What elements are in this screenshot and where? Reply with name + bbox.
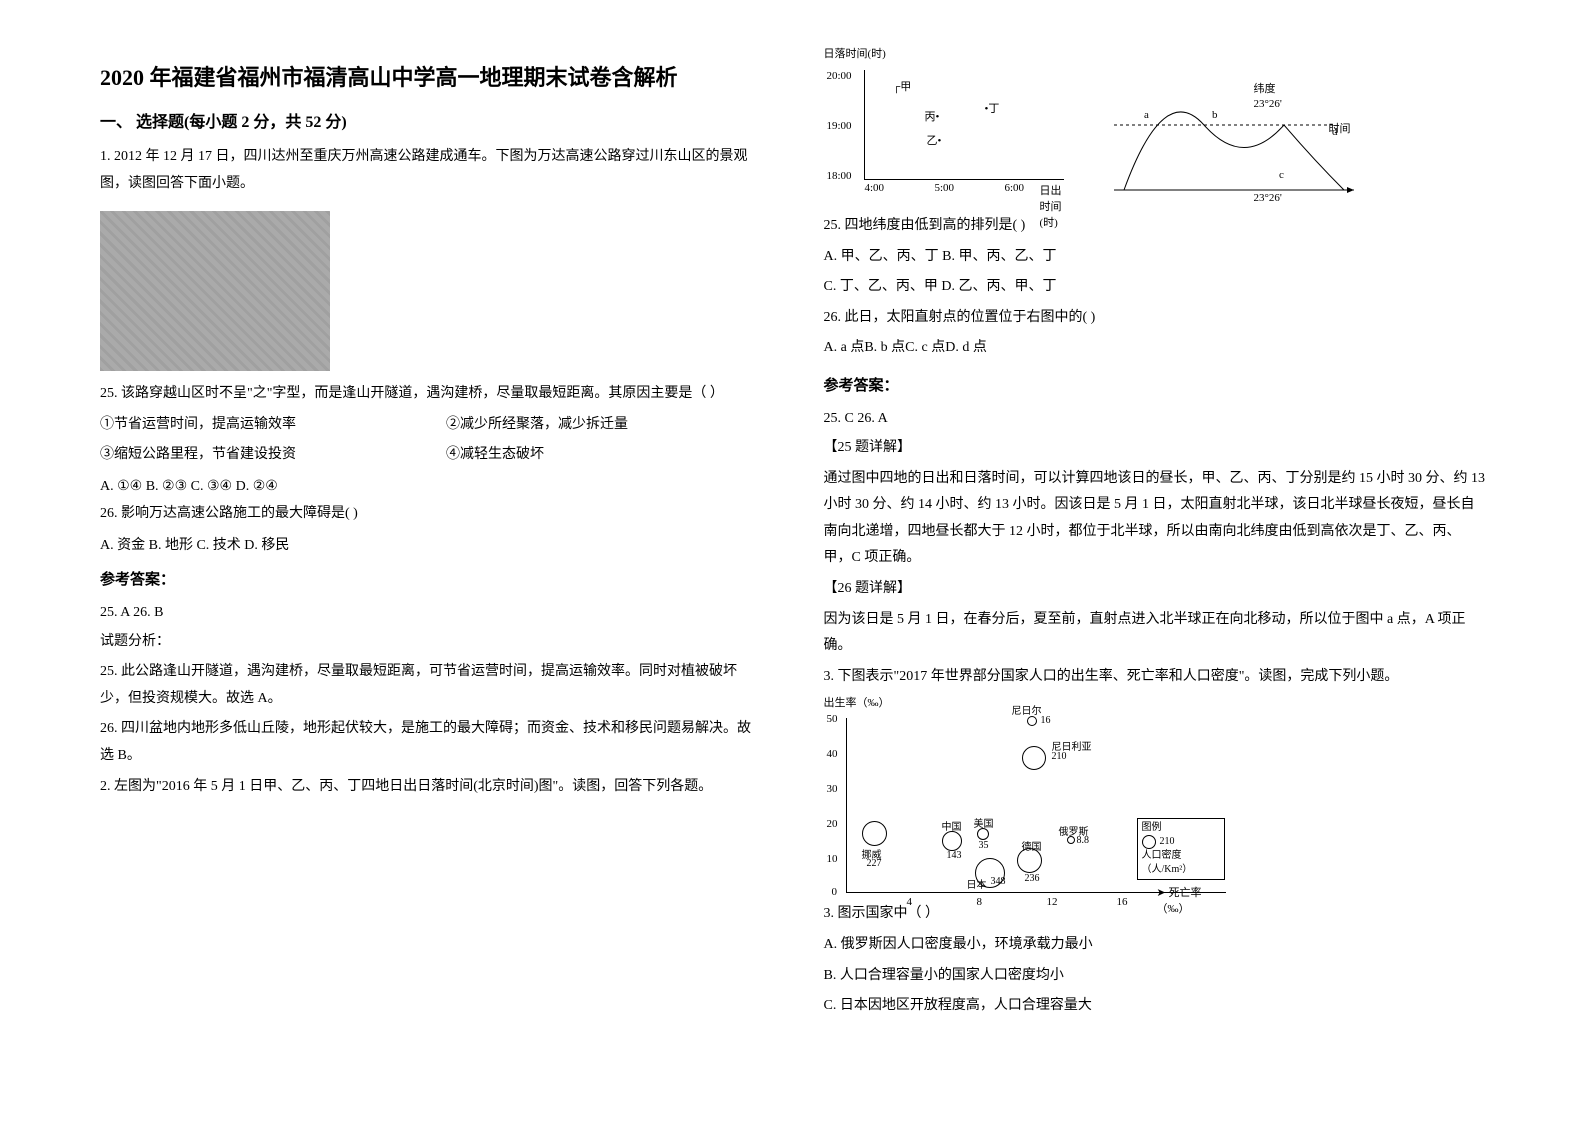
analysis-label: 试题分析：: [100, 629, 764, 656]
answer-label-2: 参考答案：: [824, 374, 1488, 395]
q1-stem: 1. 2012 年 12 月 17 日，四川达州至重庆万州高速公路建成通车。下图…: [100, 144, 764, 197]
left-column: 2020 年福建省福州市福清高山中学高一地理期末试卷含解析 一、 选择题(每小题…: [100, 60, 764, 1062]
legend-val: 210: [1160, 835, 1175, 849]
nigeria-val: 210: [1052, 751, 1067, 762]
c1-xt0: 4:00: [865, 182, 885, 194]
exp26: 因为该日是 5 月 1 日，在春分后，夏至前，直射点进入北半球正在向北移动，所以…: [824, 607, 1488, 660]
answer-label-1: 参考答案：: [100, 568, 764, 589]
exam-title: 2020 年福建省福州市福清高山中学高一地理期末试卷含解析: [100, 60, 764, 92]
germany-label: 德国: [1022, 838, 1042, 853]
c2-answers: 25. C 26. A: [824, 411, 1488, 427]
c2-q25: 25. 四地纬度由低到高的排列是( ): [824, 213, 1488, 240]
china-val: 143: [947, 850, 962, 861]
a1-26: 26. 四川盆地内地形多低山丘陵，地形起伏较大，是施工的最大障碍；而资金、技术和…: [100, 716, 764, 769]
germany-val: 236: [1025, 873, 1040, 884]
legend-title: 图例: [1142, 821, 1220, 835]
q2-stem: 2. 左图为"2016 年 5 月 1 日甲、乙、丙、丁四地日出日落时间(北京时…: [100, 774, 764, 801]
russia-val: 8.8: [1077, 835, 1090, 846]
q3-optB: B. 人口合理容量小的国家人口密度均小: [824, 963, 1488, 990]
legend-box: 图例 210 人口密度（人/Km²）: [1137, 818, 1225, 880]
latitude-curve-svg: a b c d: [1104, 60, 1364, 205]
c2-q26choices: A. a 点B. b 点C. c 点D. d 点: [824, 335, 1488, 362]
xt8: 8: [977, 896, 983, 908]
section-header: 一、 选择题(每小题 2 分，共 52 分): [100, 108, 764, 132]
c2-q25A: A. 甲、乙、丙、丁 B. 甲、丙、乙、丁: [824, 244, 1488, 271]
yt30: 30: [827, 783, 838, 795]
c1r-bottom: 23°26': [1254, 192, 1282, 204]
c2-xlabel: ➤ 死亡率（‰）: [1157, 884, 1226, 916]
yt50: 50: [827, 713, 838, 725]
q3-stem: 3. 下图表示"2017 年世界部分国家人口的出生率、死亡率和人口密度"。读图，…: [824, 664, 1488, 691]
norway-val: 227: [867, 858, 882, 869]
xt12: 12: [1047, 896, 1058, 908]
q1-25: 25. 该路穿越山区时不呈"之"字型，而是逢山开隧道，遇沟建桥，尽量取最短距离。…: [100, 381, 764, 408]
yt20: 20: [827, 818, 838, 830]
pt-jia: 甲: [900, 81, 911, 93]
usa-label: 美国: [974, 815, 994, 830]
japan-label: 日本: [967, 876, 987, 891]
c1-xt1: 5:00: [935, 182, 955, 194]
c1-xlabel: 日出时间(时): [1040, 182, 1064, 230]
q1-opt2: ②减少所经聚落，减少拆迁量: [446, 412, 628, 439]
highway-image: [100, 211, 330, 371]
sunrise-sunset-chart: 日落时间(时) 20:00 19:00 18:00 4:00 5:00 6:00…: [824, 60, 1364, 205]
yt10: 10: [827, 853, 838, 865]
c1-ylabel: 日落时间(时): [824, 45, 886, 61]
exp25: 通过图中四地的日出和日落时间，可以计算四地该日的昼长，甲、乙、丙、丁分别是约 1…: [824, 466, 1488, 572]
c1-yt2: 18:00: [827, 170, 852, 182]
pt-ding: •丁: [985, 100, 1000, 116]
exp26-label: 【26 题详解】: [824, 576, 1488, 603]
c1r-lat: 纬度: [1254, 80, 1276, 96]
pt-bing: 丙•: [925, 108, 940, 124]
niger-val: 16: [1041, 715, 1051, 726]
q1-26-choices: A. 资金 B. 地形 C. 技术 D. 移民: [100, 532, 764, 560]
japan-val: 348: [991, 876, 1006, 887]
q1-opt1: ①节省运营时间，提高运输效率: [100, 412, 296, 439]
yt0: 0: [832, 886, 838, 898]
q3-optC: C. 日本因地区开放程度高，人口合理容量大: [824, 993, 1488, 1020]
usa-val: 35: [979, 840, 989, 851]
q3-optA: A. 俄罗斯因人口密度最小，环境承载力最小: [824, 932, 1488, 959]
exp25-label: 【25 题详解】: [824, 435, 1488, 462]
xt4: 4: [907, 896, 913, 908]
c1r-xlabel: 时间: [1329, 120, 1351, 136]
q1-opt4: ④减轻生态破坏: [446, 442, 544, 469]
svg-text:b: b: [1212, 109, 1218, 121]
xt16: 16: [1117, 896, 1128, 908]
a1-nums: 25. A 26. B: [100, 605, 764, 621]
china-label: 中国: [942, 818, 962, 833]
svg-text:c: c: [1279, 169, 1284, 181]
q1-26: 26. 影响万达高速公路施工的最大障碍是( ): [100, 501, 764, 528]
c1-xt2: 6:00: [1005, 182, 1025, 194]
q1-25-choices: A. ①④ B. ②③ C. ③④ D. ②④: [100, 473, 764, 501]
c2-q25C: C. 丁、乙、丙、甲 D. 乙、丙、甲、丁: [824, 274, 1488, 301]
pt-yi: 乙•: [927, 132, 942, 148]
legend-desc: 人口密度（人/Km²）: [1142, 849, 1220, 877]
svg-text:a: a: [1144, 109, 1149, 121]
c1-yt1: 19:00: [827, 120, 852, 132]
c2-q26: 26. 此日，太阳直射点的位置位于右图中的( ): [824, 305, 1488, 332]
q3-text: 3. 图示国家中（ ）: [824, 901, 1488, 928]
c1-yt0: 20:00: [827, 70, 852, 82]
q1-opt3: ③缩短公路里程，节省建设投资: [100, 442, 296, 469]
population-bubble-chart: 50 40 30 20 10 0 4 8 12 16 ➤ 死亡率（‰） 尼日尔 …: [846, 718, 1226, 893]
yt40: 40: [827, 748, 838, 760]
right-column: 日落时间(时) 20:00 19:00 18:00 4:00 5:00 6:00…: [824, 60, 1488, 1062]
c1r-latval: 23°26': [1254, 98, 1282, 110]
niger-label: 尼日尔: [1012, 702, 1042, 717]
a1-25: 25. 此公路逢山开隧道，遇沟建桥，尽量取最短距离，可节省运营时间，提高运输效率…: [100, 659, 764, 712]
